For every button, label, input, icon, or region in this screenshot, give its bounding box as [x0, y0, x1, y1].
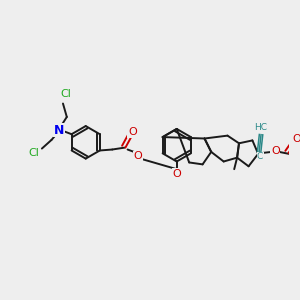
Text: O: O	[134, 151, 142, 161]
Text: O: O	[292, 134, 300, 143]
Text: HC: HC	[254, 122, 268, 131]
Text: O: O	[271, 146, 280, 156]
Text: O: O	[128, 127, 137, 137]
Text: Cl: Cl	[60, 89, 71, 99]
Text: N: N	[54, 124, 64, 137]
Text: Cl: Cl	[29, 148, 40, 158]
Text: O: O	[172, 169, 181, 179]
Text: C: C	[257, 152, 263, 161]
